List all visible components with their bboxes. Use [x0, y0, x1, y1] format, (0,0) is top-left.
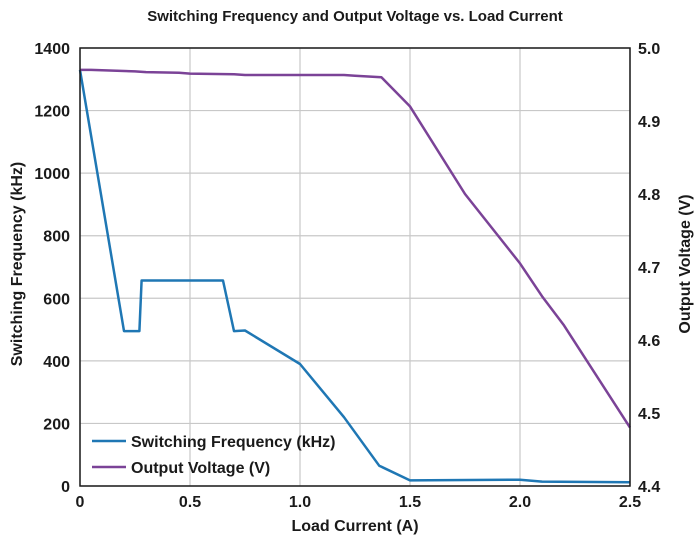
series-line-voltage [80, 68, 632, 429]
y-tick-label-left: 0 [61, 479, 70, 496]
x-axis-title: Load Current (A) [291, 518, 418, 535]
y-axis-title-left: Switching Frequency (kHz) [9, 162, 26, 366]
x-tick-label: 0.5 [179, 494, 201, 511]
y-tick-label-left: 800 [43, 229, 70, 246]
y-axis-title-right: Output Voltage (V) [677, 194, 694, 333]
x-tick-label: 0 [76, 494, 85, 511]
plot-frame [79, 47, 631, 487]
y-tick-label-left: 600 [43, 291, 70, 308]
legend-label-voltage: Output Voltage (V) [131, 460, 270, 477]
chart-title: Switching Frequency and Output Voltage v… [147, 8, 563, 25]
x-tick-label: 1.5 [399, 494, 421, 511]
x-tick-label: 2.5 [619, 494, 641, 511]
y-tick-label-right: 4.4 [638, 479, 660, 496]
x-tick-label: 2.0 [509, 494, 531, 511]
y-tick-label-left: 200 [43, 416, 70, 433]
gridlines [79, 47, 631, 487]
y-tick-label-right: 4.8 [638, 187, 660, 204]
y-tick-label-left: 1400 [34, 41, 70, 58]
y-tick-label-left: 1000 [34, 166, 70, 183]
y-tick-label-right: 4.6 [638, 333, 660, 350]
y-tick-label-right: 4.9 [638, 114, 660, 131]
y-tick-label-right: 5.0 [638, 41, 660, 58]
legend-label-frequency: Switching Frequency (kHz) [131, 434, 335, 451]
series-line-frequency [78, 69, 631, 484]
tick-labels: 0 0.5 1.0 1.5 2.0 2.5 0 200 400 600 800 1000 1200 140… [34, 41, 660, 511]
y-tick-label-left: 1200 [34, 104, 70, 121]
y-tick-label-right: 4.7 [638, 260, 660, 277]
legend: Switching Frequency (kHz) Output Voltage… [92, 434, 335, 477]
y-tick-label-left: 400 [43, 354, 70, 371]
series-lines [78, 68, 632, 484]
x-tick-label: 1.0 [289, 494, 311, 511]
plot-border [79, 47, 631, 487]
y-tick-label-right: 4.5 [638, 406, 660, 423]
